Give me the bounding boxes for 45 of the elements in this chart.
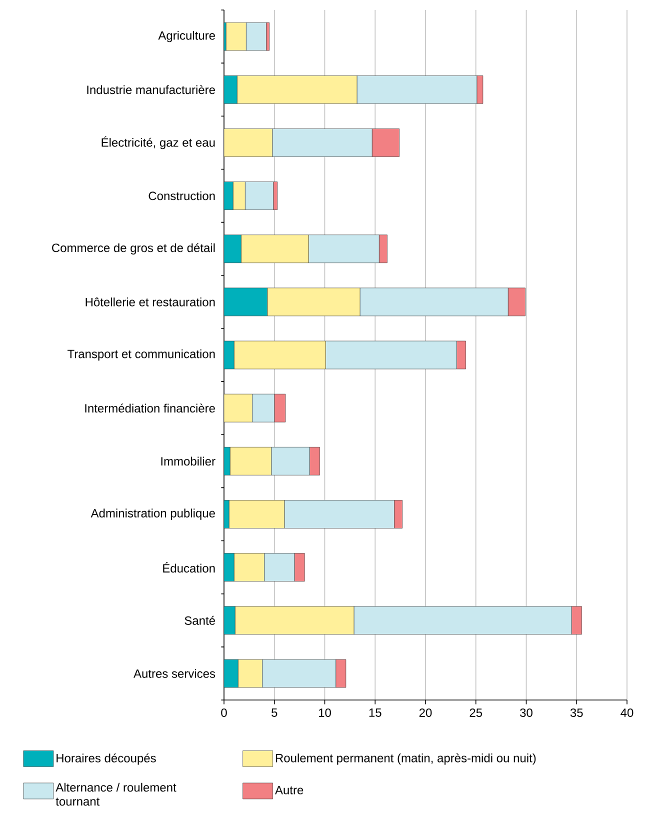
x-tick-label: 20 xyxy=(419,708,432,717)
y-tick-label: Construction xyxy=(148,191,215,200)
bar xyxy=(224,288,268,316)
y-tick-label: Intermédiation financière xyxy=(85,404,215,413)
x-tick-label: 35 xyxy=(570,708,583,717)
bar xyxy=(224,606,236,634)
x-tick-label: 25 xyxy=(470,708,482,717)
y-tick-label: Commerce de gros et de détail xyxy=(52,243,215,255)
bar xyxy=(224,76,238,104)
x-tick-label: 40 xyxy=(620,708,634,717)
x-tick-label: 0 xyxy=(221,708,227,717)
y-tick-label: Agriculture xyxy=(158,30,215,42)
x-tick-label: 30 xyxy=(520,708,532,717)
y-tick-label: Immobilier xyxy=(161,456,216,466)
legend-label: Autre xyxy=(275,786,304,794)
legend-label: Roulement permanent (matin, après-midi ou nuit) xyxy=(276,753,536,765)
bar xyxy=(234,606,354,635)
bar xyxy=(240,234,309,264)
y-tick-label: Autres services xyxy=(134,669,216,678)
bar xyxy=(224,234,242,264)
bar xyxy=(234,340,326,370)
bar xyxy=(224,394,252,422)
bar xyxy=(226,22,246,51)
x-tick-label: 5 xyxy=(272,708,278,717)
y-tick-label: Transport et communication xyxy=(68,349,215,361)
x-tick-label: 10 xyxy=(318,708,331,717)
bar xyxy=(234,553,264,582)
x-tick-label: 15 xyxy=(369,708,382,717)
bar xyxy=(230,446,272,476)
y-tick-label: Éducation xyxy=(163,562,215,573)
bar xyxy=(236,75,358,104)
y-tick-label: Administration publique xyxy=(90,508,215,520)
y-tick-label: Hôtellerie et restauration xyxy=(86,298,215,306)
bar xyxy=(232,182,246,210)
y-tick-label: Santé xyxy=(184,616,215,625)
bar xyxy=(224,659,238,688)
bar xyxy=(267,288,360,316)
bar xyxy=(228,500,285,528)
y-tick-label: Électricité, gaz et eau xyxy=(102,136,215,150)
legend-label: Horaires découpés xyxy=(56,753,156,765)
bar xyxy=(244,182,274,210)
bar xyxy=(224,128,273,157)
y-tick-label: Industrie manufacturière xyxy=(87,85,215,94)
legend-label: Alternance / roulement tournant xyxy=(56,782,176,806)
bar xyxy=(238,659,262,688)
